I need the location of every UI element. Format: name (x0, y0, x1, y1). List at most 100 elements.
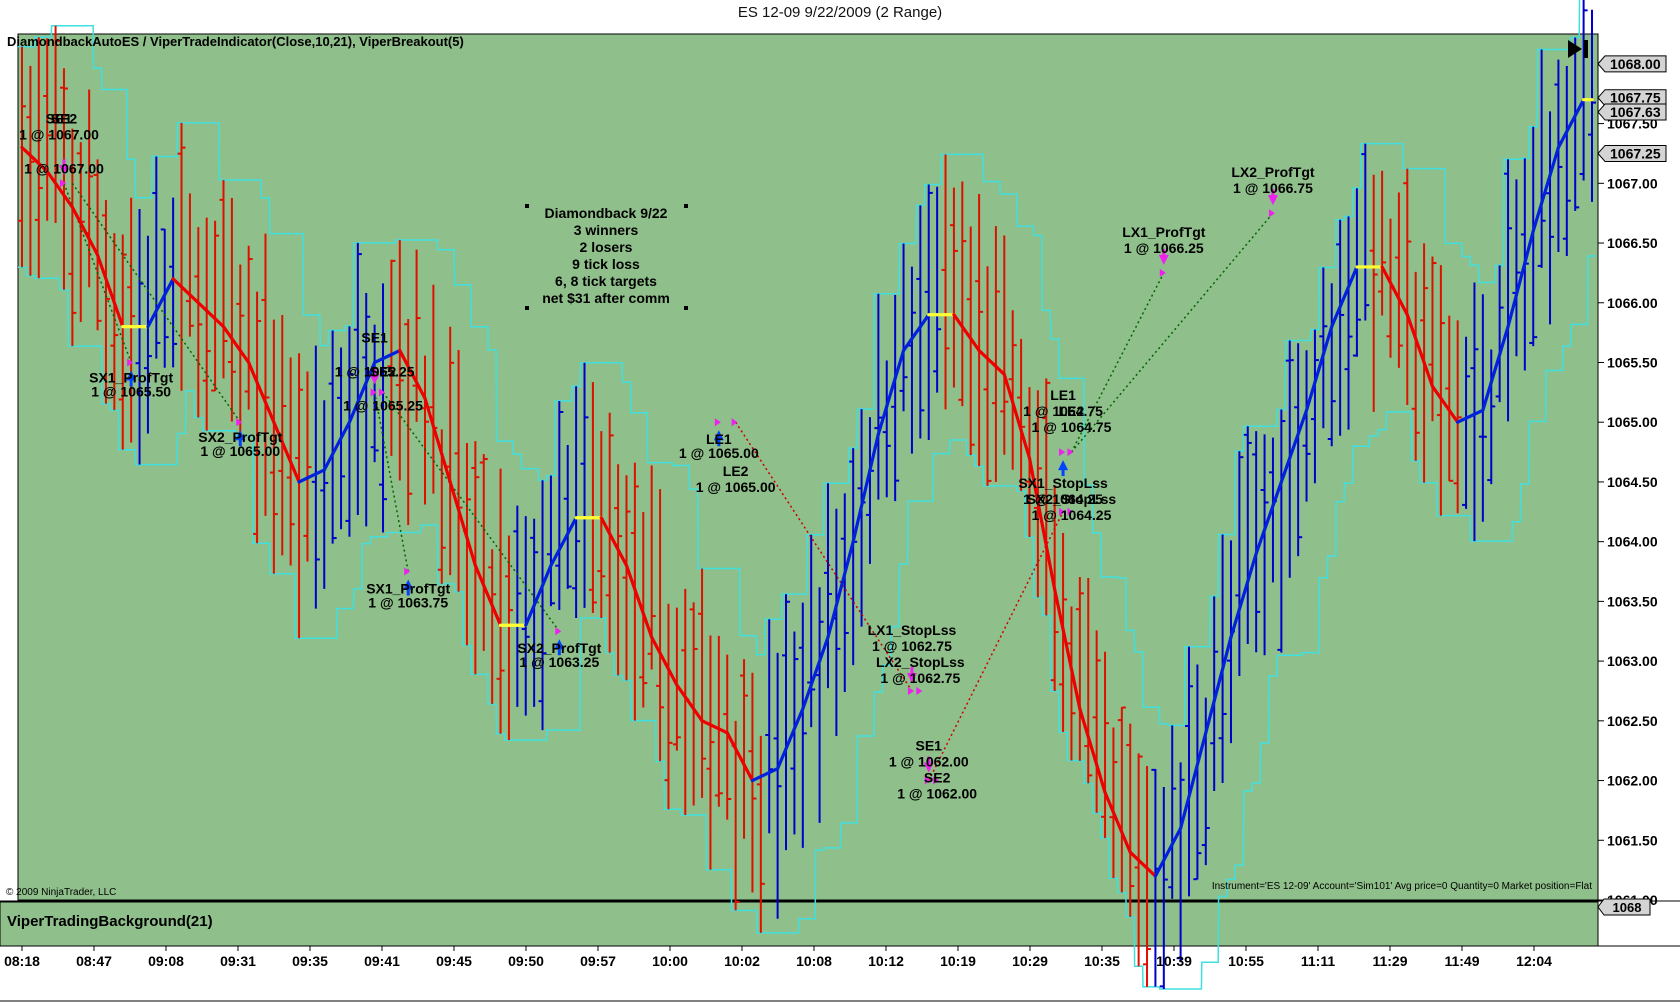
trade-price: 1 @ 1065.00 (696, 479, 776, 495)
trend-segment (675, 683, 687, 699)
trend-segment (45, 169, 58, 185)
price-bar (1302, 350, 1311, 502)
trade-price: 1 @ 1066.75 (1233, 180, 1313, 196)
trend-segment (1170, 826, 1183, 846)
viper-trend-line (20, 98, 1594, 878)
price-flag: 1067.25 (1597, 144, 1667, 162)
price-flag-label: 1067.25 (1610, 145, 1661, 161)
trend-segment (692, 707, 704, 723)
price-bar (513, 505, 522, 707)
price-bar (1579, 0, 1588, 181)
trend-segment (238, 348, 251, 365)
trend-segment (272, 420, 284, 444)
trend-segment (456, 508, 469, 540)
trend-segment (960, 325, 973, 341)
trend-segment (1187, 763, 1200, 799)
trend-segment (1540, 173, 1552, 205)
trend-segment (1078, 707, 1090, 739)
price-bar (563, 444, 572, 589)
trade-price: 1 @ 1064.75 (1023, 403, 1103, 419)
trend-segment (20, 145, 32, 158)
price-bar (101, 200, 110, 404)
trade-marker[interactable]: SE1 1 @ 1065.25 (335, 329, 415, 397)
lower-panel[interactable] (0, 901, 1599, 947)
trade-name: SE2 (924, 770, 951, 786)
price-bar (1168, 725, 1177, 899)
trend-segment (1321, 325, 1334, 357)
y-tick-label: 1062.00 (1607, 773, 1658, 789)
trade-price: 1 @ 1067.00 (24, 160, 104, 176)
trade-name: SX2_ProfTgt (517, 640, 601, 656)
trade-name: LE1 (1050, 387, 1076, 403)
price-bar (1470, 282, 1479, 542)
price-bar (194, 227, 203, 418)
trend-segment (179, 285, 192, 297)
trend-segment (977, 348, 990, 361)
y-tick-label: 1065.50 (1607, 354, 1658, 370)
y-tick-label: 1064.50 (1607, 474, 1658, 490)
trade-marker[interactable]: SE2 1 @ 1067.00 (24, 110, 104, 188)
price-bar (941, 154, 950, 410)
trend-segment (221, 325, 234, 341)
price-flag-box (1597, 55, 1667, 73)
x-tick-label: 10:12 (868, 953, 904, 969)
price-bar (546, 475, 555, 607)
price-bar (261, 233, 270, 516)
trade-marker[interactable]: SE2 1 @ 1065.25 (343, 363, 423, 413)
price-bar (1201, 697, 1210, 866)
trend-segment (1145, 866, 1158, 878)
trend-segment (851, 504, 864, 544)
price-bars (18, 0, 1596, 989)
trade-connector (1070, 272, 1165, 453)
price-bar (1369, 174, 1378, 412)
trend-segment (1405, 313, 1418, 341)
trade-connector (373, 392, 409, 572)
trend-segment (834, 571, 847, 607)
price-bar (1143, 766, 1152, 987)
trade-name: SX1_ProfTgt (89, 369, 173, 385)
fill-triangle-icon (404, 567, 411, 576)
account-status: Instrument='ES 12-09' Account='Sim101' A… (1212, 881, 1592, 892)
price-bar (790, 631, 799, 835)
x-tick-label: 08:47 (76, 953, 112, 969)
trend-segment (398, 348, 410, 369)
price-bar (1504, 159, 1513, 422)
note-box[interactable]: Diamondback 9/22 3 winners 2 losers 9 ti… (525, 204, 688, 310)
scroll-to-end-button[interactable] (1568, 40, 1588, 58)
fill-triangle-icon (1067, 507, 1074, 516)
trend-segment (1254, 528, 1267, 556)
price-bar (1235, 451, 1244, 677)
price-bar (1352, 188, 1361, 357)
price-bar (656, 489, 665, 762)
y-tick-label: 1066.50 (1607, 235, 1658, 251)
trend-segment (70, 205, 83, 225)
trend-segment (1212, 667, 1225, 703)
price-bar (353, 242, 362, 515)
trend-segment (1565, 114, 1577, 134)
price-bar (1462, 336, 1471, 509)
trend-segment (1120, 830, 1132, 854)
trend-segment (994, 364, 1006, 377)
trend-segment (1019, 428, 1032, 460)
trend-segment (356, 380, 368, 404)
